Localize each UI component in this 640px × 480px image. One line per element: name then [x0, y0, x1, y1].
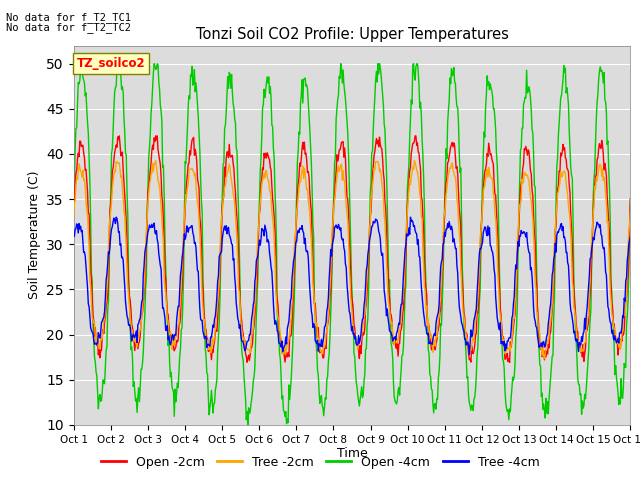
X-axis label: Time: Time [337, 447, 367, 460]
Line: Open -2cm: Open -2cm [74, 136, 630, 362]
Open -2cm [70, 200, 77, 206]
Open -4cm [224, 74, 232, 80]
Y-axis label: Soil Temperature (C): Soil Temperature (C) [28, 171, 41, 300]
Title: Tonzi Soil CO2 Profile: Upper Temperatures: Tonzi Soil CO2 Profile: Upper Temperatur… [196, 27, 508, 42]
Open -4cm [70, 214, 77, 220]
Tree -4cm [627, 234, 634, 240]
Tree -4cm [437, 264, 445, 270]
Text: No data for f_T2_TC1: No data for f_T2_TC1 [6, 12, 131, 23]
Open -4cm [138, 366, 145, 372]
Open -2cm [138, 313, 145, 319]
Open -2cm [506, 360, 513, 365]
Open -2cm [420, 259, 428, 265]
Line: Open -4cm: Open -4cm [74, 64, 630, 425]
Text: No data for f_T2_TC2: No data for f_T2_TC2 [6, 22, 131, 33]
Line: Tree -4cm: Tree -4cm [74, 217, 630, 354]
Tree -2cm [420, 283, 428, 289]
Open -4cm [421, 259, 429, 264]
Tree -2cm [194, 200, 202, 206]
Open -4cm [438, 322, 445, 328]
Tree -2cm [70, 216, 77, 222]
Open -4cm [195, 114, 202, 120]
Tree -2cm [627, 208, 634, 214]
Tree -4cm [465, 351, 473, 357]
Tree -2cm [80, 178, 88, 183]
Open -4cm [114, 61, 122, 67]
Tree -4cm [224, 226, 232, 231]
Tree -2cm [410, 157, 418, 163]
Open -4cm [627, 196, 634, 202]
Open -2cm [437, 307, 445, 312]
Open -2cm [80, 150, 88, 156]
Tree -4cm [80, 250, 88, 255]
Text: TZ_soilco2: TZ_soilco2 [76, 57, 145, 70]
Open -2cm [195, 180, 202, 186]
Tree -4cm [195, 268, 202, 274]
Open -2cm [627, 196, 634, 202]
Tree -4cm [420, 316, 428, 322]
Tree -2cm [437, 296, 445, 302]
Tree -4cm [70, 232, 77, 238]
Open -4cm [244, 422, 252, 428]
Legend: Open -2cm, Tree -2cm, Open -4cm, Tree -4cm: Open -2cm, Tree -2cm, Open -4cm, Tree -4… [95, 451, 545, 474]
Open -2cm [115, 133, 123, 139]
Tree -4cm [113, 214, 120, 220]
Tree -2cm [137, 323, 145, 328]
Open -4cm [80, 77, 88, 83]
Tree -4cm [138, 299, 145, 304]
Tree -2cm [223, 170, 231, 176]
Line: Tree -2cm: Tree -2cm [74, 160, 630, 359]
Tree -2cm [541, 356, 548, 361]
Open -2cm [224, 149, 232, 155]
